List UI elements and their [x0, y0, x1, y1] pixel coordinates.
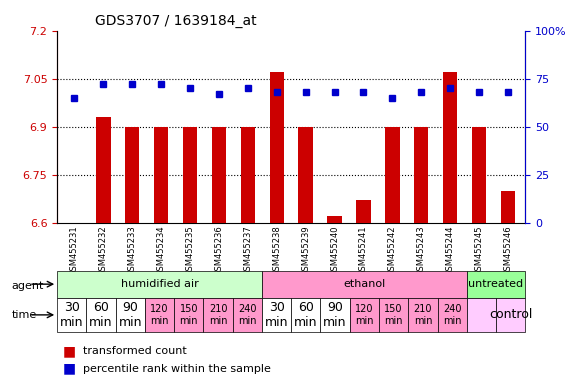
FancyBboxPatch shape — [233, 298, 262, 332]
Bar — [212, 127, 226, 223]
FancyBboxPatch shape — [174, 298, 203, 332]
Bar — [270, 72, 284, 223]
Text: GSM455239: GSM455239 — [301, 225, 310, 276]
Text: 120
min: 120 min — [150, 304, 169, 326]
FancyBboxPatch shape — [291, 298, 320, 332]
FancyBboxPatch shape — [203, 298, 233, 332]
Bar — [125, 127, 139, 223]
Text: 30
min: 30 min — [265, 301, 288, 329]
FancyBboxPatch shape — [467, 271, 525, 298]
FancyBboxPatch shape — [115, 298, 145, 332]
Text: control: control — [489, 308, 532, 321]
Text: GSM455243: GSM455243 — [417, 225, 426, 276]
Text: 90
min: 90 min — [119, 301, 142, 329]
FancyBboxPatch shape — [437, 298, 467, 332]
FancyBboxPatch shape — [349, 298, 379, 332]
Text: 240
min: 240 min — [238, 304, 256, 326]
Bar — [183, 127, 197, 223]
Text: agent: agent — [11, 281, 44, 291]
FancyBboxPatch shape — [262, 298, 291, 332]
Text: GSM455231: GSM455231 — [70, 225, 79, 276]
Text: GSM455238: GSM455238 — [272, 225, 282, 276]
Text: untreated: untreated — [468, 279, 524, 289]
Bar — [299, 127, 313, 223]
Bar — [327, 216, 342, 223]
Text: 60
min: 60 min — [294, 301, 317, 329]
Text: GSM455246: GSM455246 — [504, 225, 513, 276]
Text: GSM455237: GSM455237 — [243, 225, 252, 276]
Text: time: time — [11, 310, 37, 320]
Text: GDS3707 / 1639184_at: GDS3707 / 1639184_at — [95, 14, 256, 28]
Text: 30
min: 30 min — [60, 301, 83, 329]
Bar — [240, 127, 255, 223]
FancyBboxPatch shape — [467, 298, 496, 332]
Text: GSM455242: GSM455242 — [388, 225, 397, 276]
Text: 150
min: 150 min — [179, 304, 198, 326]
Text: 120
min: 120 min — [355, 304, 373, 326]
Text: ■: ■ — [63, 362, 76, 376]
Text: GSM455235: GSM455235 — [186, 225, 195, 276]
Text: 240
min: 240 min — [443, 304, 461, 326]
FancyBboxPatch shape — [496, 298, 525, 332]
Bar — [472, 127, 486, 223]
Bar — [501, 191, 515, 223]
FancyBboxPatch shape — [57, 271, 262, 298]
Bar — [414, 127, 428, 223]
Bar — [154, 127, 168, 223]
FancyBboxPatch shape — [408, 298, 437, 332]
Text: GSM455245: GSM455245 — [475, 225, 484, 276]
FancyBboxPatch shape — [145, 298, 174, 332]
Bar — [356, 200, 371, 223]
Text: GSM455232: GSM455232 — [99, 225, 108, 276]
Text: GSM455241: GSM455241 — [359, 225, 368, 276]
FancyBboxPatch shape — [86, 298, 115, 332]
Text: transformed count: transformed count — [83, 346, 187, 356]
Text: ■: ■ — [63, 344, 76, 358]
Text: 90
min: 90 min — [323, 301, 347, 329]
Text: GSM455236: GSM455236 — [215, 225, 223, 276]
Text: GSM455233: GSM455233 — [128, 225, 136, 276]
Bar — [443, 72, 457, 223]
Bar — [96, 117, 111, 223]
FancyBboxPatch shape — [320, 298, 349, 332]
Text: 150
min: 150 min — [384, 304, 403, 326]
Text: ethanol: ethanol — [343, 279, 385, 289]
Text: GSM455234: GSM455234 — [156, 225, 166, 276]
FancyBboxPatch shape — [379, 298, 408, 332]
Text: GSM455240: GSM455240 — [330, 225, 339, 276]
FancyBboxPatch shape — [57, 298, 86, 332]
Text: percentile rank within the sample: percentile rank within the sample — [83, 364, 271, 374]
Text: GSM455244: GSM455244 — [446, 225, 455, 276]
FancyBboxPatch shape — [262, 271, 467, 298]
Text: 60
min: 60 min — [89, 301, 112, 329]
Bar — [385, 127, 400, 223]
Text: 210
min: 210 min — [209, 304, 227, 326]
Text: humidified air: humidified air — [120, 279, 198, 289]
Text: 210
min: 210 min — [413, 304, 432, 326]
